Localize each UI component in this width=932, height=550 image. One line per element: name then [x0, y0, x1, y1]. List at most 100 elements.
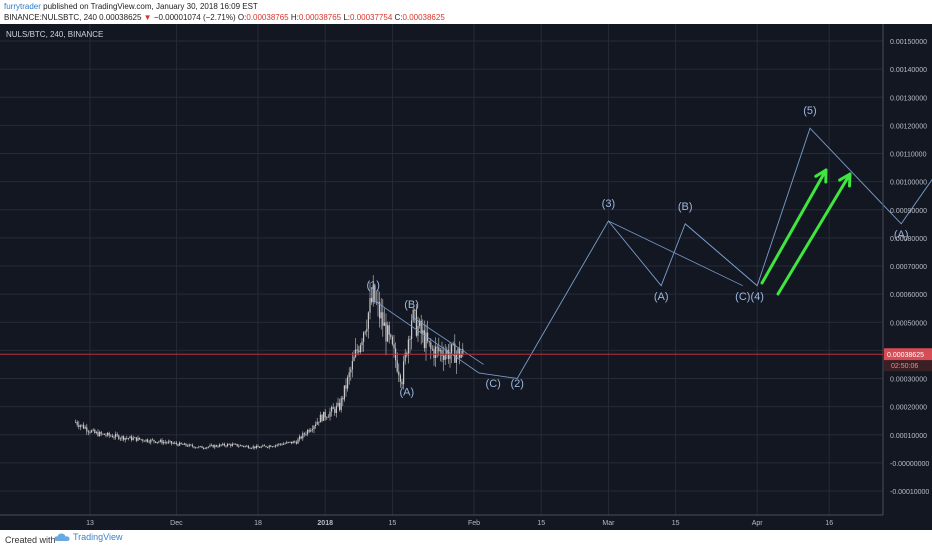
close-value: 0.00038625	[402, 13, 445, 22]
candle-body	[246, 445, 248, 447]
candle-body	[326, 417, 328, 419]
candle-body	[446, 349, 448, 354]
candle-body	[171, 441, 173, 444]
candle-body	[92, 429, 94, 431]
candle-body	[183, 443, 185, 445]
candle-body	[271, 446, 273, 448]
candle-body	[403, 361, 405, 385]
candle-body	[441, 350, 443, 356]
candle-body	[275, 445, 277, 447]
candle-body	[99, 432, 101, 437]
candle-body	[396, 360, 398, 372]
candle-body	[411, 320, 413, 340]
candle-body	[294, 441, 296, 443]
y-tick-label: 0.00060000	[890, 292, 927, 299]
candle-body	[206, 447, 208, 449]
candle-body	[196, 447, 198, 449]
created-with-label: Created with	[5, 535, 56, 545]
green-arrow-head	[838, 172, 852, 188]
candle-body	[116, 434, 118, 436]
footer: Created with TradingView	[0, 530, 932, 550]
candle-body	[407, 339, 409, 356]
candle-body	[337, 402, 339, 406]
candle-body	[307, 430, 309, 435]
candle-body	[372, 284, 374, 303]
candle-body	[97, 432, 99, 437]
wave-label: (3)	[602, 198, 615, 210]
y-tick-label: 0.00120000	[890, 123, 927, 130]
candle-body	[331, 407, 333, 412]
candle-body	[177, 444, 179, 446]
candle-body	[230, 444, 232, 446]
candle-body	[302, 433, 304, 439]
last-price-tag	[884, 348, 932, 361]
candle-body	[81, 424, 83, 426]
wave-label: (C)	[486, 378, 501, 390]
tradingview-logo[interactable]: TradingView	[54, 532, 123, 542]
candle-body	[438, 347, 440, 352]
candle-body	[119, 438, 121, 440]
candle-body	[238, 446, 240, 447]
candle-body	[459, 348, 461, 358]
wave-label: (4)	[750, 291, 763, 303]
candle-body	[455, 353, 457, 363]
y-tick-label: 0.00030000	[890, 377, 927, 384]
grid-lines	[0, 24, 883, 515]
candle-body	[303, 433, 305, 435]
price-change: −0.00001074 (−2.71%)	[153, 13, 236, 22]
candle-body	[124, 438, 126, 440]
chart-title: NULS/BTC, 240, BINANCE	[6, 30, 103, 39]
candle-body	[100, 432, 102, 434]
candle-body	[155, 441, 157, 443]
candle-body	[255, 445, 257, 449]
candle-body	[305, 434, 307, 435]
candle-body	[412, 309, 414, 321]
candle-body	[220, 444, 222, 446]
candle-body	[121, 436, 123, 439]
candle-body	[190, 444, 192, 446]
candle-body	[355, 349, 357, 357]
wave-labels: (1)(B)(A)(C)(2)(3)(A)(B)(C)(4)(5)(A)(B)(…	[366, 105, 908, 398]
candle-body	[364, 331, 366, 333]
candle-body	[289, 441, 291, 443]
x-tick-label: Dec	[170, 520, 183, 527]
candle-body	[327, 416, 329, 418]
candle-body	[273, 446, 275, 448]
candle-body	[431, 348, 433, 350]
candle-body	[342, 398, 344, 400]
candle-body	[401, 381, 403, 385]
candle-body	[311, 429, 313, 431]
candle-body	[102, 433, 104, 435]
wave-label: (B)	[404, 299, 419, 311]
candle-body	[462, 348, 464, 355]
candle-body	[203, 448, 205, 449]
candle-body	[239, 445, 241, 447]
candle-body	[209, 445, 211, 447]
candle-body	[191, 444, 193, 447]
candle-body	[217, 446, 219, 448]
candle-body	[398, 371, 400, 376]
candle-body	[383, 322, 385, 326]
candle-body	[231, 444, 233, 446]
candle-body	[433, 349, 435, 359]
symbol-info: BINANCE:NULSBTC, 240	[4, 13, 97, 22]
wave-label: (A)	[654, 291, 669, 303]
candle-body	[228, 443, 230, 445]
candle-body	[404, 352, 406, 362]
candle-body	[139, 437, 141, 440]
candle-body	[321, 414, 323, 421]
candle-body	[79, 425, 81, 427]
candle-body	[284, 443, 286, 445]
candle-body	[350, 369, 352, 373]
candle-body	[319, 414, 321, 423]
candle-body	[87, 431, 89, 433]
candle-body	[308, 430, 310, 432]
author-link[interactable]: furrytrader	[4, 2, 41, 11]
candle-body	[361, 341, 363, 346]
x-tick-label: 15	[537, 520, 545, 527]
high-value: 0.00038765	[298, 13, 342, 22]
y-tick-label: 0.00080000	[890, 236, 927, 243]
price-chart[interactable]: (1)(B)(A)(C)(2)(3)(A)(B)(C)(4)(5)(A)(B)(…	[0, 24, 932, 530]
candle-body	[187, 445, 189, 447]
candle-body	[436, 346, 438, 348]
